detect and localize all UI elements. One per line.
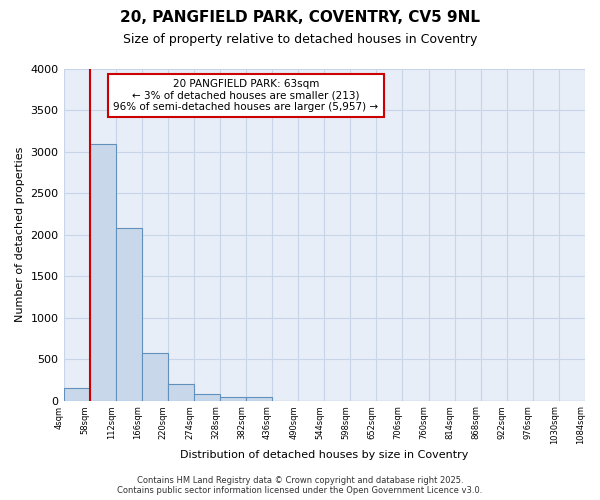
Bar bbox=[142, 352, 168, 401]
Text: Contains HM Land Registry data © Crown copyright and database right 2025.
Contai: Contains HM Land Registry data © Crown c… bbox=[118, 476, 482, 495]
Y-axis label: Number of detached properties: Number of detached properties bbox=[15, 147, 25, 322]
Text: 20 PANGFIELD PARK: 63sqm
← 3% of detached houses are smaller (213)
96% of semi-d: 20 PANGFIELD PARK: 63sqm ← 3% of detache… bbox=[113, 79, 379, 112]
Bar bbox=[246, 397, 272, 400]
Bar bbox=[194, 394, 220, 400]
Bar bbox=[220, 397, 246, 400]
Bar bbox=[168, 384, 194, 400]
Bar bbox=[89, 144, 116, 400]
Text: Size of property relative to detached houses in Coventry: Size of property relative to detached ho… bbox=[123, 32, 477, 46]
Bar bbox=[116, 228, 142, 400]
X-axis label: Distribution of detached houses by size in Coventry: Distribution of detached houses by size … bbox=[180, 450, 469, 460]
Text: 20, PANGFIELD PARK, COVENTRY, CV5 9NL: 20, PANGFIELD PARK, COVENTRY, CV5 9NL bbox=[120, 10, 480, 25]
Bar bbox=[64, 388, 89, 400]
